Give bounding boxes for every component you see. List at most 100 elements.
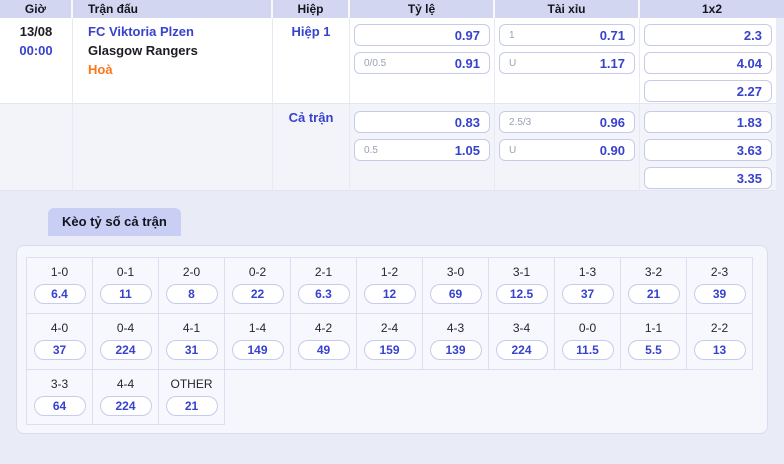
odds-table-header: Giờ Trận đấu Hiệp Tỷ lệ Tài xỉu 1x2 [0, 0, 784, 18]
score-label: 1-2 [380, 265, 399, 279]
header-time: Giờ [0, 0, 73, 18]
handicap-odds: 0.83 [454, 114, 480, 130]
handicap-odds-button[interactable]: 0/0.5 0.91 [354, 52, 490, 74]
score-label: 3-1 [512, 265, 531, 279]
over-under-cell-full-time: 2.5/3 0.96 U 0.90 [495, 104, 640, 190]
score-cell: 1-2 12 [357, 258, 423, 314]
match-time: 00:00 [19, 43, 53, 58]
score-odds-button[interactable]: 49 [297, 340, 350, 360]
over-under-odds: 0.96 [599, 114, 625, 130]
over-under-line: 2.5/3 [509, 116, 532, 128]
away-win-odds-button[interactable]: 3.35 [644, 167, 772, 189]
score-label: 0-1 [116, 265, 135, 279]
draw-odds-button[interactable]: 3.63 [644, 139, 772, 161]
1x2-odds: 3.35 [736, 170, 762, 186]
over-under-line: 1 [509, 29, 515, 41]
score-label: 4-3 [446, 321, 465, 335]
score-label: 0-4 [116, 321, 135, 335]
over-under-line: U [509, 57, 517, 69]
score-cell: 1-3 37 [555, 258, 621, 314]
period-cell-first-half: Hiệp 1 [273, 18, 350, 103]
score-odds-button[interactable]: 37 [561, 284, 614, 304]
score-grid-row: 4-0 37 0-4 224 4-1 31 1-4 149 4-2 49 2-4… [27, 314, 753, 370]
score-cell: 3-4 224 [489, 314, 555, 370]
over-under-odds: 0.90 [599, 142, 625, 158]
score-odds-button[interactable]: 21 [627, 284, 680, 304]
home-win-odds-button[interactable]: 1.83 [644, 111, 772, 133]
score-odds-button[interactable]: 224 [99, 340, 152, 360]
over-under-line: U [509, 144, 517, 156]
match-teams-cell-empty [73, 104, 273, 190]
score-cell: 1-0 6.4 [27, 258, 93, 314]
tab-correct-score[interactable]: Kèo tỷ số cả trận [48, 208, 181, 236]
score-cell: 4-3 139 [423, 314, 489, 370]
score-cell: OTHER 21 [159, 370, 225, 425]
draw-label: Hoà [88, 62, 113, 77]
score-label: 1-4 [248, 321, 267, 335]
score-odds-button[interactable]: 21 [165, 396, 218, 416]
score-odds-button[interactable]: 149 [231, 340, 284, 360]
score-label: OTHER [170, 377, 213, 391]
score-odds-button[interactable]: 69 [429, 284, 482, 304]
period-label: Hiệp 1 [291, 24, 331, 39]
handicap-odds: 1.05 [454, 142, 480, 158]
away-win-odds-button[interactable]: 2.27 [644, 80, 772, 102]
odds-table-body: 13/08 00:00 FC Viktoria Plzen Glasgow Ra… [0, 18, 776, 191]
score-odds-button[interactable]: 12.5 [495, 284, 548, 304]
under-odds-button[interactable]: U 0.90 [499, 139, 635, 161]
section-first-half: 13/08 00:00 FC Viktoria Plzen Glasgow Ra… [0, 18, 776, 103]
score-odds-button[interactable]: 12 [363, 284, 416, 304]
score-odds-button[interactable]: 6.4 [33, 284, 86, 304]
score-odds-button[interactable]: 13 [693, 340, 746, 360]
score-label: 0-0 [578, 321, 597, 335]
score-odds-button[interactable]: 5.5 [627, 340, 680, 360]
handicap-odds-button[interactable]: 0.97 [354, 24, 490, 46]
score-odds-button[interactable]: 31 [165, 340, 218, 360]
score-label: 3-0 [446, 265, 465, 279]
score-odds-button[interactable]: 37 [33, 340, 86, 360]
handicap-odds-button[interactable]: 0.5 1.05 [354, 139, 490, 161]
score-cell: 0-1 11 [93, 258, 159, 314]
away-team-name: Glasgow Rangers [88, 43, 198, 58]
score-label: 2-0 [182, 265, 201, 279]
over-under-odds: 0.71 [599, 27, 625, 43]
handicap-cell-full-time: 0.83 0.5 1.05 [350, 104, 495, 190]
score-label: 3-2 [644, 265, 663, 279]
score-odds-button[interactable]: 11 [99, 284, 152, 304]
1x2-odds: 3.63 [736, 142, 762, 158]
over-odds-button[interactable]: 1 0.71 [499, 24, 635, 46]
score-odds-button[interactable]: 139 [429, 340, 482, 360]
score-cell: 0-0 11.5 [555, 314, 621, 370]
score-odds-button[interactable]: 224 [99, 396, 152, 416]
score-odds-button[interactable]: 6.3 [297, 284, 350, 304]
under-odds-button[interactable]: U 1.17 [499, 52, 635, 74]
score-odds-button[interactable]: 64 [33, 396, 86, 416]
score-cell: 0-4 224 [93, 314, 159, 370]
score-label: 1-3 [578, 265, 597, 279]
section-full-time: Cả trận 0.83 0.5 1.05 2.5/3 0.96 U [0, 103, 776, 190]
score-odds-button[interactable]: 8 [165, 284, 218, 304]
handicap-line: 0.5 [364, 144, 378, 156]
handicap-odds-button[interactable]: 0.83 [354, 111, 490, 133]
header-period: Hiệp [273, 0, 350, 18]
score-odds-button[interactable]: 39 [693, 284, 746, 304]
score-label: 3-4 [512, 321, 531, 335]
over-odds-button[interactable]: 2.5/3 0.96 [499, 111, 635, 133]
1x2-odds: 1.83 [736, 114, 762, 130]
home-win-odds-button[interactable]: 2.3 [644, 24, 772, 46]
score-cell: 3-1 12.5 [489, 258, 555, 314]
score-cell: 2-2 13 [687, 314, 753, 370]
score-odds-button[interactable]: 224 [495, 340, 548, 360]
home-team-name: FC Viktoria Plzen [88, 24, 194, 39]
handicap-odds: 0.97 [454, 27, 480, 43]
score-label: 2-1 [314, 265, 333, 279]
score-cell: 1-1 5.5 [621, 314, 687, 370]
score-label: 4-1 [182, 321, 201, 335]
score-odds-button[interactable]: 22 [231, 284, 284, 304]
score-odds-button[interactable]: 11.5 [561, 340, 614, 360]
draw-odds-button[interactable]: 4.04 [644, 52, 772, 74]
1x2-cell-first-half: 2.3 4.04 2.27 [640, 18, 776, 103]
score-cell: 3-3 64 [27, 370, 93, 425]
score-odds-button[interactable]: 159 [363, 340, 416, 360]
handicap-odds: 0.91 [454, 55, 480, 71]
